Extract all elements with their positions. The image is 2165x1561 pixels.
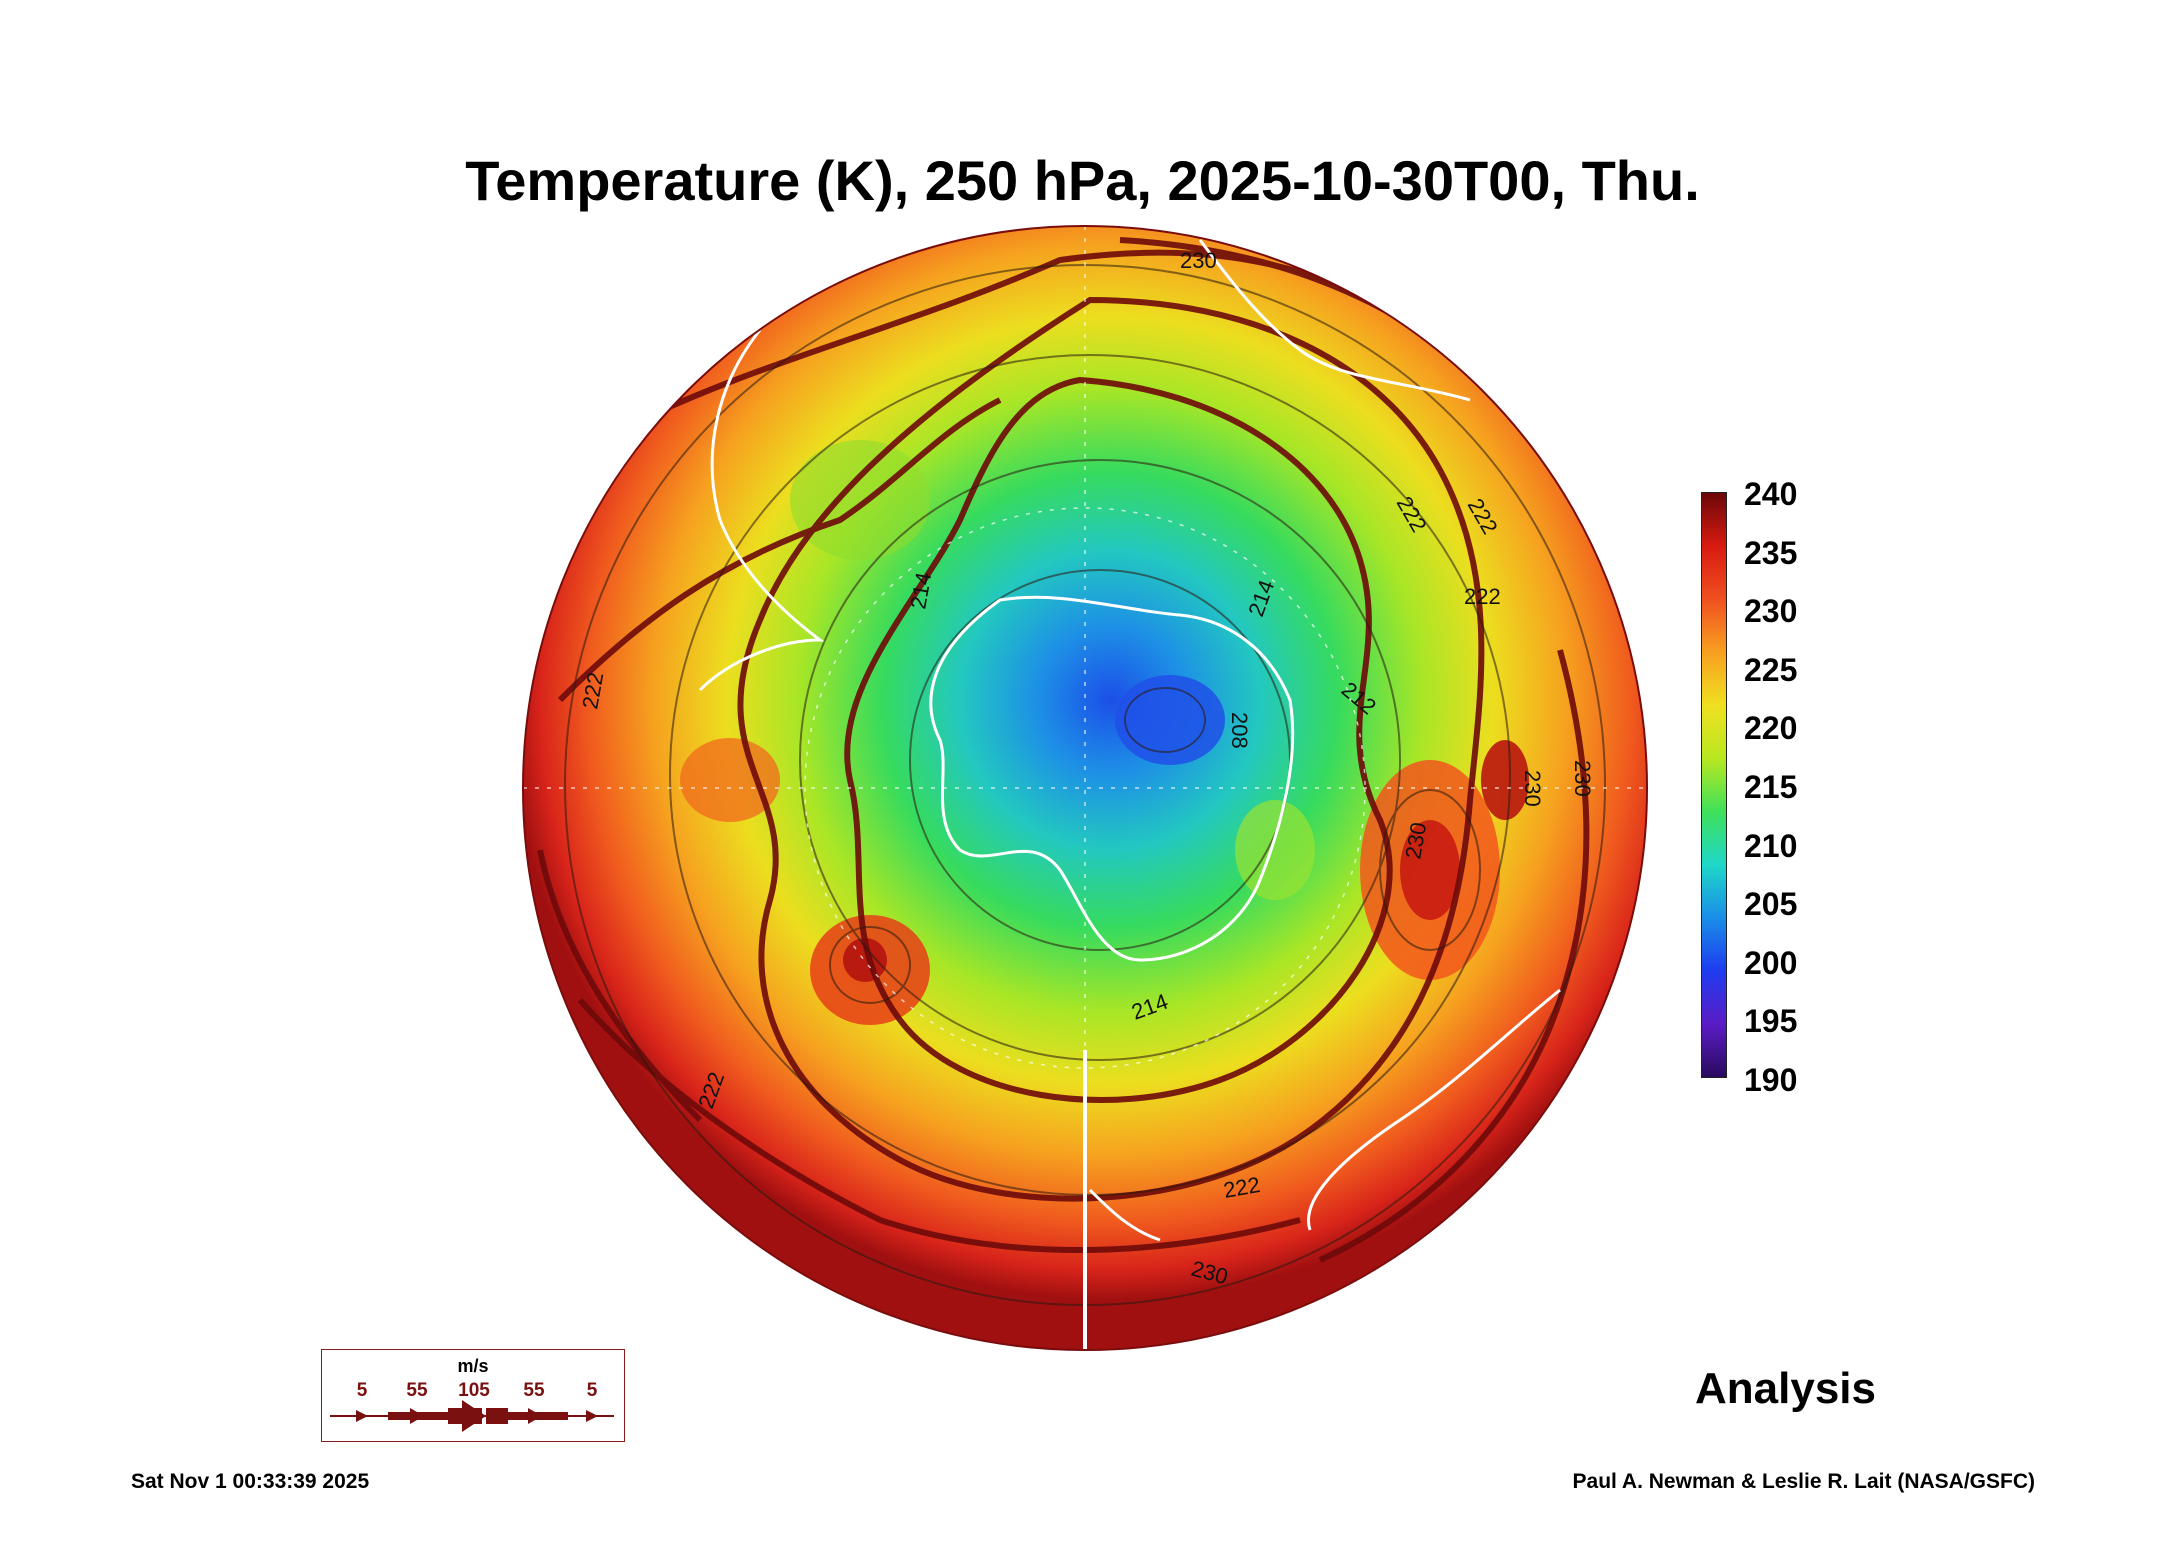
arrow-icon — [356, 1410, 368, 1422]
page-title: Temperature (K), 250 hPa, 2025-10-30T00,… — [465, 149, 1700, 212]
contour-label: 230 — [1570, 760, 1595, 797]
colorbar-tick-label: 240 — [1744, 476, 1798, 512]
wind-legend-tick: 5 — [356, 1380, 368, 1401]
cool-anomaly — [1235, 800, 1315, 900]
warm-core — [1400, 820, 1460, 920]
credit: Paul A. Newman & Leslie R. Lait (NASA/GS… — [1572, 1470, 2035, 1493]
map-border — [522, 225, 1648, 1351]
arrow-icon — [528, 1408, 542, 1424]
colorbar-tick-label: 230 — [1744, 593, 1798, 630]
australia-outline — [1307, 988, 1561, 1231]
wind-legend-tick: 105 — [458, 1380, 490, 1401]
colorbar-tick-label: 205 — [1744, 886, 1798, 923]
coastlines — [698, 239, 1561, 1242]
warm-core — [1481, 740, 1529, 820]
timestamp: Sat Nov 1 00:33:39 2025 — [131, 1470, 370, 1493]
arrow-icon — [410, 1408, 424, 1424]
south-america-outline — [698, 329, 825, 692]
colorbar-tick-label: 215 — [1744, 769, 1798, 805]
colorbar-tick-label: 210 — [1744, 827, 1798, 864]
contour-label: 222 — [1464, 584, 1501, 609]
colorbar-tick-label: 200 — [1744, 944, 1798, 981]
colorbar-tick-label: 225 — [1744, 651, 1798, 688]
contour-label: 230 — [1180, 248, 1217, 273]
colorbar-tick-label: 195 — [1744, 1003, 1798, 1040]
colorbar-tick-label: 190 — [1744, 1062, 1798, 1098]
colorbar-tick-label: 220 — [1744, 710, 1798, 747]
colorbar-tick-label: 235 — [1744, 534, 1798, 571]
new-zealand-outline — [1088, 1188, 1161, 1242]
arrow-icon — [462, 1400, 486, 1432]
colorbar — [1701, 492, 1727, 1078]
wind-legend-arrows — [330, 1400, 614, 1432]
cool-anomaly — [790, 440, 930, 560]
cold-core — [1115, 675, 1225, 765]
wind-legend: m/s 5 55 105 55 5 — [321, 1349, 625, 1442]
analysis-label: Analysis — [1695, 1364, 1876, 1413]
wind-legend-tick: 55 — [406, 1380, 428, 1401]
temperature-field — [523, 226, 1647, 1350]
antarctica-outline — [929, 595, 1295, 962]
africa-outline — [1198, 239, 1471, 402]
arrow-icon — [586, 1410, 598, 1422]
wind-legend-unit: m/s — [457, 1356, 489, 1376]
wind-legend-tick: 55 — [523, 1380, 545, 1401]
warm-anomaly — [680, 738, 780, 822]
contour-label: 208 — [1227, 712, 1252, 749]
contour-label: 230 — [1520, 770, 1545, 807]
wind-legend-tick: 5 — [586, 1380, 598, 1401]
